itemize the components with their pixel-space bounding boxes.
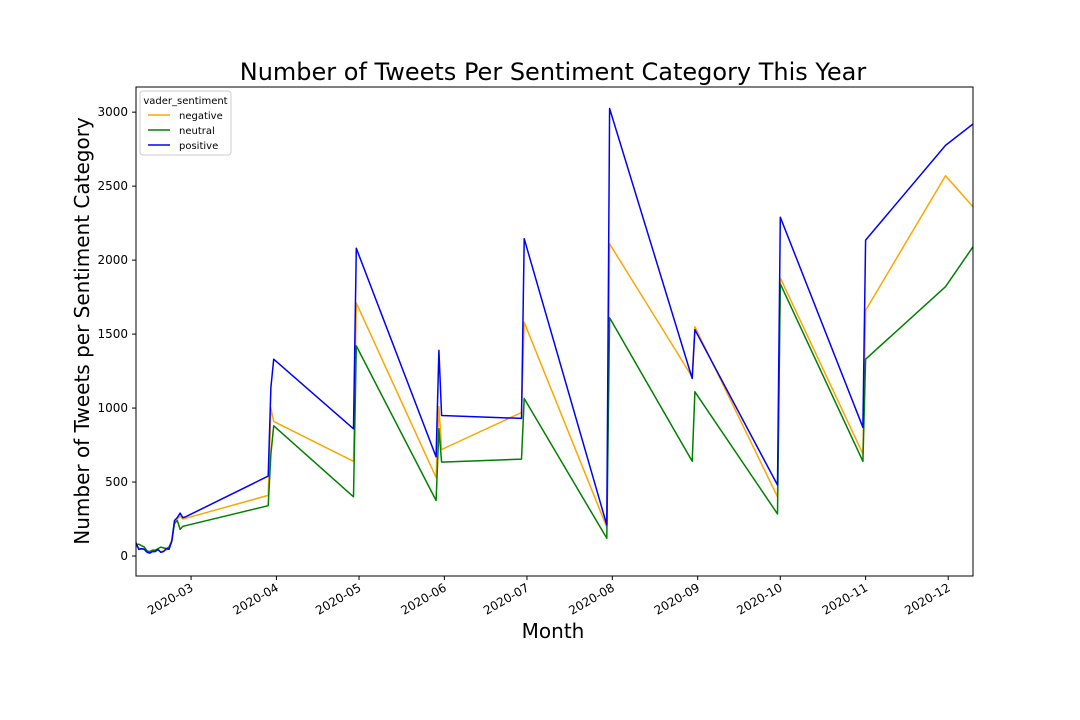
legend-label-positive: positive <box>179 141 218 152</box>
y-tick-label: 500 <box>105 475 128 489</box>
x-tick-label: 2020-10 <box>734 580 784 617</box>
x-tick-label: 2020-11 <box>820 580 870 617</box>
legend-entries: negative neutral positive <box>148 111 223 152</box>
plot-lines <box>135 107 974 554</box>
legend-label-neutral: neutral <box>179 126 215 137</box>
y-tick-label: 2000 <box>97 253 128 267</box>
series-line-negative <box>135 175 974 554</box>
chart-title: Number of Tweets Per Sentiment Category … <box>240 58 867 86</box>
y-tick-label: 1500 <box>97 327 128 341</box>
legend-label-negative: negative <box>179 111 223 122</box>
x-tick-label: 2020-06 <box>398 580 448 617</box>
y-tick-label: 1000 <box>97 401 128 415</box>
x-tick-label: 2020-08 <box>566 580 616 617</box>
y-tick-label: 2500 <box>97 179 128 193</box>
x-tick-label: 2020-12 <box>902 580 952 617</box>
y-tick-label: 3000 <box>97 105 128 119</box>
plot-frame <box>135 86 974 577</box>
legend: vader_sentiment negative neutral positive <box>139 90 232 156</box>
legend-box <box>139 90 232 156</box>
x-tick-label: 2020-03 <box>145 580 195 617</box>
x-tick-label: 2020-09 <box>652 580 702 617</box>
x-tick-label: 2020-07 <box>481 580 531 617</box>
x-axis-title: Month <box>522 619 585 643</box>
y-axis: 0 500 1000 1500 2000 2500 3000 <box>97 105 136 563</box>
series-line-neutral <box>135 246 974 553</box>
series-line-positive <box>135 107 974 554</box>
legend-title: vader_sentiment <box>143 96 227 107</box>
x-tick-label: 2020-05 <box>313 580 363 617</box>
x-tick-label: 2020-04 <box>230 580 280 617</box>
y-tick-label: 0 <box>120 549 128 563</box>
y-axis-title: Number of Tweets per Sentiment Category <box>70 117 94 545</box>
x-axis: 2020-03 2020-04 2020-05 2020-06 2020-07 2020-… <box>145 576 953 618</box>
